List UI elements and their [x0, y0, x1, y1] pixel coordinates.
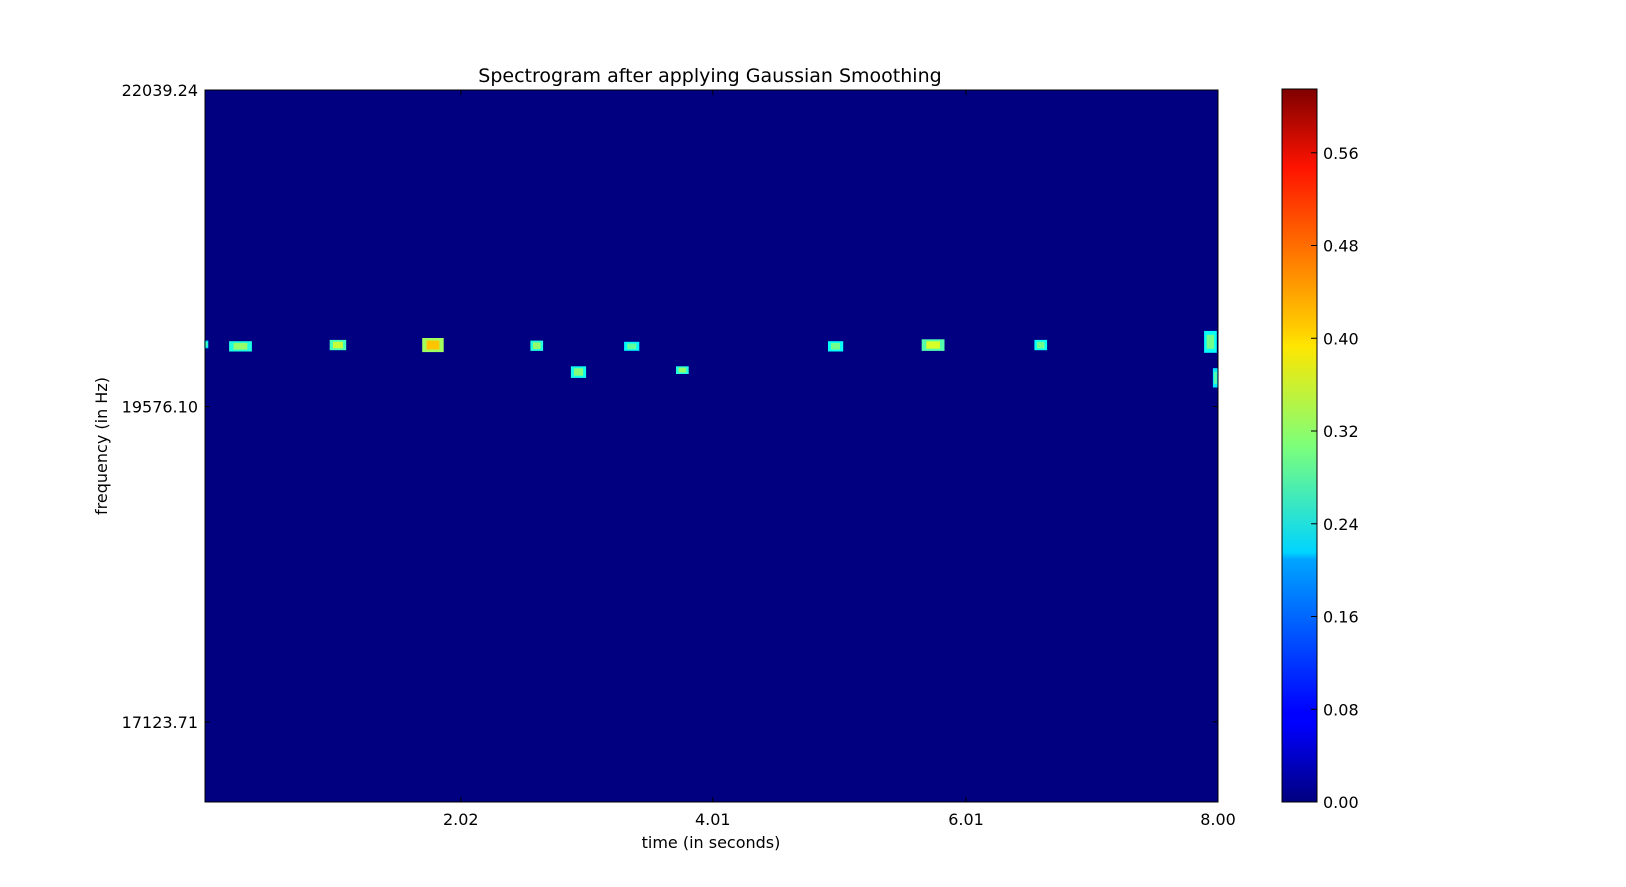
blob	[533, 342, 541, 349]
x-tick-label: 6.01	[948, 810, 984, 829]
x-tick-label: 4.01	[695, 810, 731, 829]
colorbar-ticks: 0.00 0.08 0.16 0.24 0.32 0.40 0.48 0.56	[1311, 144, 1359, 812]
x-axis: 2.02 4.01 6.01 8.00	[443, 90, 1236, 829]
x-axis-label: time (in seconds)	[642, 833, 781, 852]
chart-title: Spectrogram after applying Gaussian Smoo…	[478, 65, 941, 87]
colorbar-tick-label: 0.16	[1323, 608, 1359, 627]
colorbar-tick-label: 0.40	[1323, 329, 1359, 348]
plot-area	[204, 89, 1219, 803]
blob	[1213, 371, 1217, 384]
blob	[574, 368, 584, 376]
plot-background	[205, 90, 1218, 802]
colorbar-tick-label: 0.00	[1323, 793, 1359, 812]
colorbar-gradient	[1282, 89, 1317, 802]
colorbar: 0.00 0.08 0.16 0.24 0.32 0.40 0.48 0.56	[1281, 88, 1359, 812]
y-axis-label: frequency (in Hz)	[92, 377, 111, 515]
colorbar-tick-label: 0.24	[1323, 515, 1359, 534]
blob	[1206, 334, 1215, 349]
colorbar-tick-label: 0.32	[1323, 422, 1359, 441]
x-tick-label: 2.02	[443, 810, 479, 829]
blob	[678, 367, 687, 373]
blob	[1036, 341, 1045, 349]
y-tick-label: 19576.10	[122, 398, 198, 417]
y-axis: 22039.24 19576.10 17123.71	[122, 81, 1218, 732]
blob	[831, 343, 841, 350]
blob	[205, 341, 208, 347]
blob	[333, 341, 343, 349]
y-tick-label: 17123.71	[122, 713, 198, 732]
blob	[233, 343, 248, 350]
colorbar-tick-label: 0.48	[1323, 237, 1359, 256]
x-tick-label: 8.00	[1200, 810, 1236, 829]
blob	[627, 343, 637, 350]
blob	[426, 340, 440, 350]
y-tick-label: 22039.24	[122, 81, 198, 100]
colorbar-tick-label: 0.56	[1323, 144, 1359, 163]
blob	[926, 341, 940, 349]
colorbar-frame	[1281, 88, 1318, 803]
blob-layer	[204, 330, 1218, 388]
colorbar-tick-label: 0.08	[1323, 700, 1359, 719]
plot-frame	[204, 89, 1219, 803]
